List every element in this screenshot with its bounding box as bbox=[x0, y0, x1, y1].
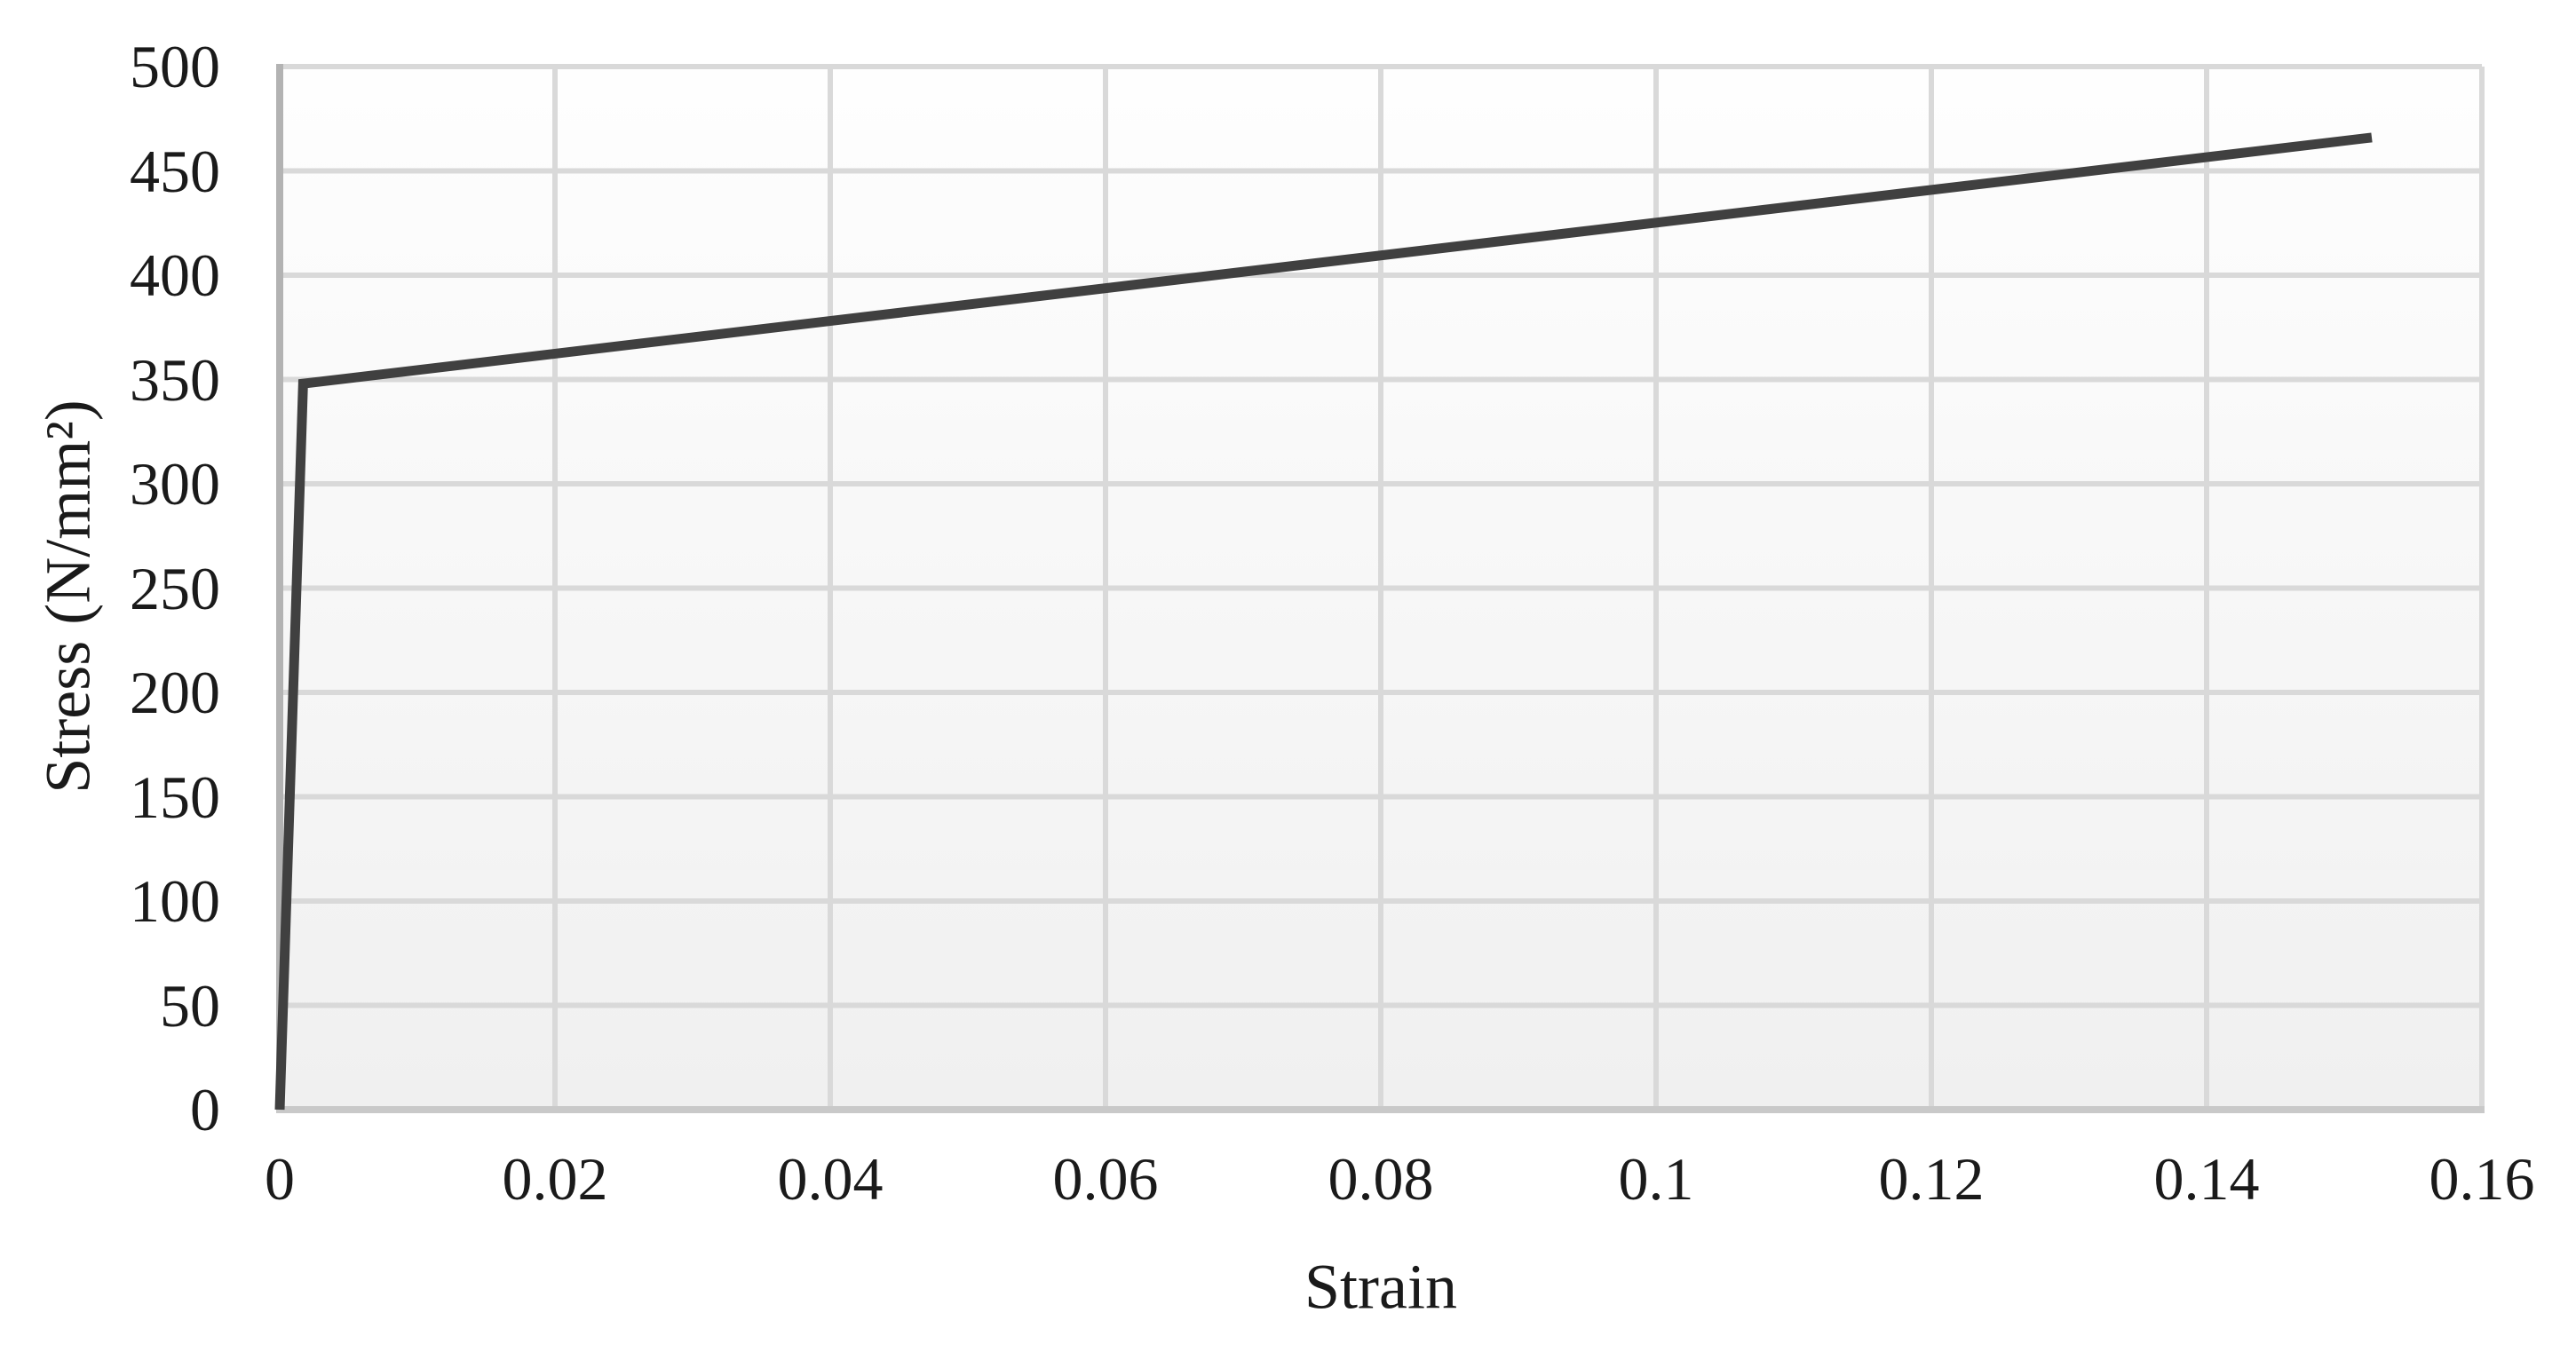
y-tick-label: 100 bbox=[130, 867, 220, 935]
x-tick-label: 0.1 bbox=[1618, 1145, 1694, 1213]
x-tick-label: 0.12 bbox=[1878, 1145, 1985, 1213]
y-tick-label: 250 bbox=[130, 554, 220, 622]
y-tick-label: 500 bbox=[130, 33, 220, 100]
y-tick-label: 300 bbox=[130, 450, 220, 518]
y-tick-label: 50 bbox=[160, 971, 220, 1040]
y-tick-label: 200 bbox=[130, 659, 220, 726]
y-tick-label: 350 bbox=[130, 345, 220, 414]
x-tick-label: 0.14 bbox=[2153, 1145, 2260, 1213]
y-tick-label: 0 bbox=[190, 1076, 220, 1143]
x-tick-label: 0.02 bbox=[502, 1145, 608, 1213]
y-tick-label: 400 bbox=[130, 241, 220, 309]
x-tick-label: 0.16 bbox=[2429, 1145, 2535, 1213]
x-tick-label: 0.08 bbox=[1328, 1145, 1434, 1213]
y-tick-label: 450 bbox=[130, 137, 220, 205]
x-tick-label: 0.06 bbox=[1052, 1145, 1159, 1213]
x-axis-title: Strain bbox=[1304, 1251, 1457, 1323]
series-line bbox=[274, 132, 2373, 1111]
y-axis-title: Stress (N/mm²) bbox=[32, 399, 104, 794]
x-tick-label: 0 bbox=[265, 1145, 295, 1213]
y-tick-label: 150 bbox=[130, 763, 220, 831]
x-tick-label: 0.04 bbox=[777, 1145, 884, 1213]
